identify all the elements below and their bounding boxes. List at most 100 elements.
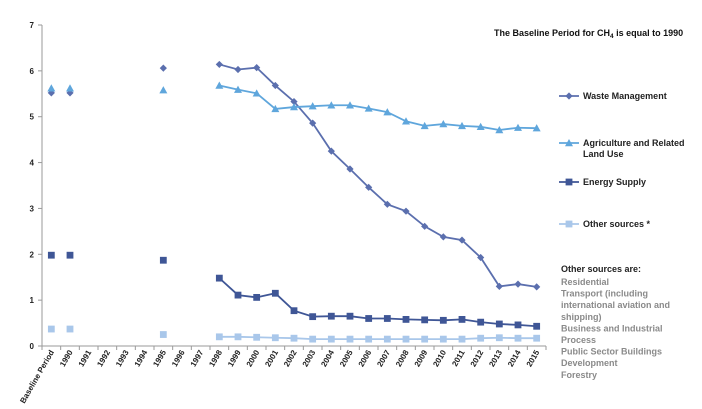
note-line: Process bbox=[561, 335, 596, 345]
series-energy-supply-point bbox=[290, 307, 298, 315]
x-tick-label: 2005 bbox=[338, 348, 355, 368]
series-energy-supply-point bbox=[271, 289, 279, 297]
series-other-sources-point bbox=[47, 325, 55, 333]
y-tick-label: 0 bbox=[30, 342, 35, 351]
series-energy-supply-point bbox=[383, 315, 391, 322]
series-energy-supply-point bbox=[365, 315, 373, 322]
x-tick-label: 2007 bbox=[375, 348, 392, 368]
series-other-sources-point bbox=[477, 334, 485, 342]
series-energy-supply-point bbox=[477, 318, 485, 326]
y-tick-label: 4 bbox=[30, 159, 35, 168]
series-other-sources-point bbox=[365, 335, 373, 343]
series-agriculture-and-related-land-use-point bbox=[234, 85, 242, 93]
x-tick-label: 1995 bbox=[151, 348, 168, 368]
x-tick-label: 2000 bbox=[245, 348, 262, 368]
note-line: Transport (including bbox=[561, 289, 648, 299]
series-other-sources-point bbox=[66, 325, 74, 333]
baseline-note: The Baseline Period for CH4 is equal to … bbox=[494, 28, 683, 40]
series-other-sources-point bbox=[514, 334, 522, 342]
series-waste-management-point bbox=[309, 119, 317, 127]
series-waste-management-point bbox=[234, 65, 242, 74]
x-tick-label: 1990 bbox=[58, 348, 75, 368]
x-tick-label: 2014 bbox=[506, 348, 523, 368]
series-agriculture-and-related-land-use-line bbox=[219, 84, 537, 131]
note-title: Other sources are: bbox=[561, 264, 641, 274]
x-tick-label: 2004 bbox=[319, 348, 336, 368]
series-waste-management-point bbox=[215, 60, 223, 69]
legend-marker bbox=[565, 220, 573, 228]
x-tick-label: 1993 bbox=[114, 348, 131, 368]
note-line: Forestry bbox=[561, 370, 597, 380]
series-other-sources-point bbox=[533, 334, 541, 342]
series-waste-management-point bbox=[271, 81, 279, 90]
x-tick-label: 2012 bbox=[469, 348, 486, 368]
x-tick-label: 2015 bbox=[525, 348, 542, 368]
y-tick-label: 2 bbox=[30, 250, 35, 259]
y-tick-label: 7 bbox=[30, 21, 35, 30]
series-agriculture-and-related-land-use-point bbox=[215, 81, 224, 89]
series-energy-supply-point bbox=[421, 316, 429, 324]
series-agriculture-and-related-land-use-point bbox=[346, 101, 354, 109]
series-other-sources-point bbox=[327, 335, 335, 343]
x-tick-label: 2010 bbox=[431, 348, 448, 368]
legend-marker bbox=[565, 139, 573, 147]
series-energy-supply-point bbox=[234, 291, 242, 299]
series-energy-supply-point bbox=[402, 316, 410, 323]
series-energy-supply-point bbox=[346, 312, 354, 320]
series-waste-management-point bbox=[421, 222, 429, 230]
x-tick-label: 1994 bbox=[133, 348, 150, 368]
series-energy-supply-point bbox=[439, 316, 447, 324]
x-tick-label: 2002 bbox=[282, 348, 299, 368]
series-energy-supply-point bbox=[327, 312, 335, 320]
x-tick-label: 2009 bbox=[413, 348, 430, 368]
legend-label: Other sources * bbox=[583, 219, 651, 229]
x-tick-label: 2006 bbox=[357, 348, 374, 368]
series-energy-supply-point bbox=[458, 316, 466, 323]
series-agriculture-and-related-land-use-point bbox=[159, 86, 168, 94]
series-energy-supply-point bbox=[309, 313, 317, 321]
series-other-sources-point bbox=[253, 333, 261, 341]
x-tick-label: 2013 bbox=[487, 348, 504, 368]
series-agriculture-and-related-land-use-point bbox=[290, 103, 298, 111]
series-other-sources-point bbox=[346, 335, 354, 343]
x-tick-label: 1991 bbox=[77, 348, 94, 368]
legend-marker bbox=[565, 178, 573, 186]
series-energy-supply-point bbox=[159, 256, 167, 264]
series-waste-management-point bbox=[290, 97, 298, 106]
series-agriculture-and-related-land-use-point bbox=[439, 120, 448, 128]
series-agriculture-and-related-land-use-point bbox=[308, 102, 317, 110]
y-tick-label: 1 bbox=[30, 296, 35, 305]
x-tick-label: Baseline Period bbox=[18, 348, 56, 405]
series-other-sources-point bbox=[290, 334, 298, 342]
x-tick-label: 2001 bbox=[263, 348, 280, 368]
note-line: Residential bbox=[561, 277, 609, 287]
x-tick-label: 2011 bbox=[450, 348, 467, 368]
series-waste-management-point bbox=[365, 183, 373, 191]
series-other-sources-point bbox=[309, 335, 317, 343]
series-waste-management-point bbox=[346, 165, 354, 173]
series-agriculture-and-related-land-use-point bbox=[514, 123, 522, 131]
series-other-sources-point bbox=[458, 335, 466, 343]
series-energy-supply-point bbox=[47, 251, 55, 259]
series-agriculture-and-related-land-use-point bbox=[327, 101, 336, 109]
series-other-sources-point bbox=[402, 335, 410, 343]
series-waste-management-point bbox=[327, 147, 335, 155]
series-agriculture-and-related-land-use-point bbox=[252, 89, 261, 97]
x-tick-label: 1999 bbox=[226, 348, 243, 368]
series-agriculture-and-related-land-use-point bbox=[66, 84, 74, 92]
series-energy-supply-point bbox=[533, 322, 541, 330]
series-other-sources-line bbox=[219, 335, 537, 341]
series-waste-management-point bbox=[439, 233, 447, 241]
y-tick-label: 5 bbox=[30, 113, 35, 122]
series-other-sources-point bbox=[234, 333, 242, 341]
note-line: Public Sector Buildings bbox=[561, 347, 662, 357]
series-waste-management-line bbox=[219, 63, 537, 288]
series-agriculture-and-related-land-use-point bbox=[532, 124, 541, 132]
note-line: Development bbox=[561, 358, 618, 368]
x-tick-label: 1996 bbox=[170, 348, 187, 368]
series-energy-supply-point bbox=[215, 274, 223, 282]
y-tick-label: 3 bbox=[30, 204, 35, 213]
legend-label: Agriculture and Related Land Use bbox=[583, 138, 685, 159]
series-other-sources-point bbox=[159, 331, 167, 338]
